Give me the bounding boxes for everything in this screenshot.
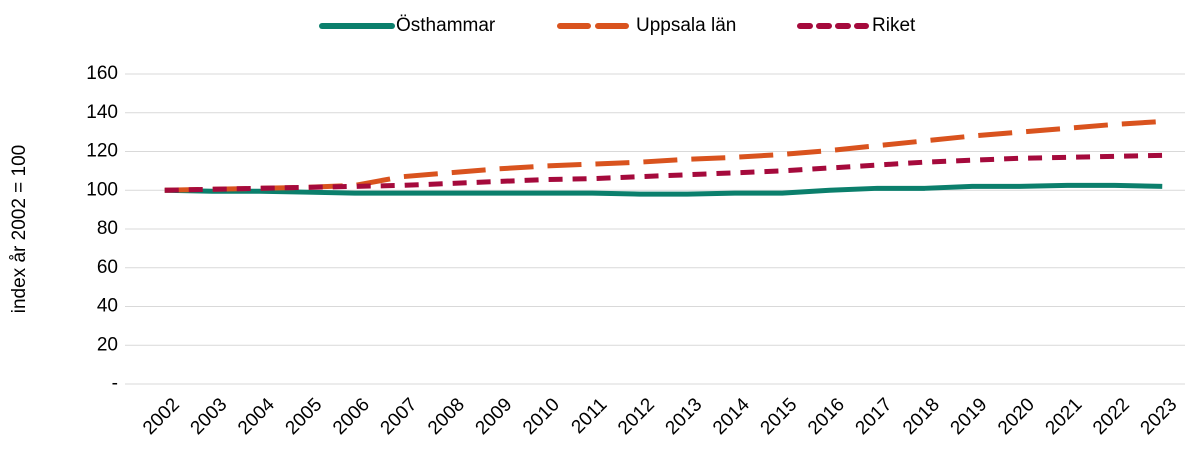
x-tick-label: 2004 <box>234 394 279 439</box>
x-tick-label: 2003 <box>187 394 232 439</box>
x-tick-label: 2008 <box>424 394 469 439</box>
legend-label: Riket <box>872 15 916 36</box>
x-tick-label: 2002 <box>139 394 184 439</box>
x-tick-label: 2013 <box>662 394 707 439</box>
x-tick-label: 2020 <box>994 394 1039 439</box>
x-tick-label: 2015 <box>757 394 802 439</box>
x-tick-label: 2006 <box>329 394 374 439</box>
series-line <box>164 182 1163 197</box>
legend-label: Östhammar <box>396 15 496 36</box>
x-tick-label: 2005 <box>282 394 327 439</box>
y-tick-label: 120 <box>86 141 118 162</box>
x-tick-label: 2019 <box>947 394 992 439</box>
y-tick-label: 40 <box>97 296 118 317</box>
x-tick-label: 2014 <box>709 394 754 439</box>
y-tick-label: 140 <box>86 102 118 123</box>
x-tick-label: 2011 <box>568 394 612 438</box>
x-tick-label: 2018 <box>899 394 944 439</box>
y-tick-label: 160 <box>86 63 118 84</box>
y-tick-label: 80 <box>97 218 118 239</box>
y-tick-label: 20 <box>97 334 118 355</box>
x-tick-label: 2012 <box>614 394 659 439</box>
x-tick-label: 2017 <box>852 394 897 439</box>
x-tick-label: 2010 <box>519 394 564 439</box>
x-tick-label: 2009 <box>472 394 517 439</box>
x-tick-label: 2007 <box>377 394 422 439</box>
legend-label: Uppsala län <box>636 15 736 36</box>
y-tick-label: 100 <box>86 179 118 200</box>
x-tick-label: 2022 <box>1089 394 1134 439</box>
y-tick-label: 60 <box>97 257 118 278</box>
y-axis-label: index år 2002 = 100 <box>9 145 30 314</box>
x-tick-label: 2016 <box>804 394 849 439</box>
x-tick-label: 2023 <box>1137 394 1182 439</box>
x-tick-label: 2021 <box>1042 394 1087 439</box>
y-tick-label: - <box>112 373 118 394</box>
series-line <box>164 118 1163 193</box>
